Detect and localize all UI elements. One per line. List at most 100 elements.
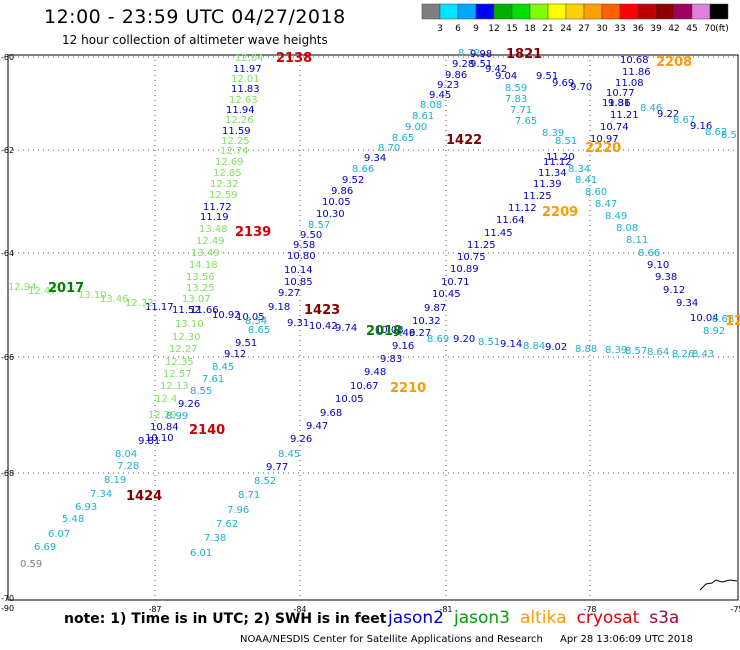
wave-height-value: 8.04: [115, 449, 137, 460]
wave-height-value: 8.72: [458, 48, 480, 59]
wave-height-value: 11.08: [615, 78, 644, 89]
wave-height-value: 8.62: [705, 127, 727, 138]
wave-height-value: 13.56: [186, 272, 215, 283]
wave-height-value: 9.86: [445, 70, 467, 81]
wave-height-value: 6.93: [75, 502, 97, 513]
wave-height-value: 9.28: [452, 59, 474, 70]
wave-height-value: 10.05: [236, 312, 265, 323]
wave-height-value: 8.60: [585, 187, 607, 198]
wave-height-value: 8.92: [703, 326, 725, 337]
lon-label: -75: [730, 605, 740, 614]
wave-height-value: 9.70: [570, 82, 592, 93]
wave-height-value: 8.52: [254, 476, 276, 487]
chart-subtitle: 12 hour collection of altimeter wave hei…: [62, 33, 328, 47]
wave-height-value: 5.48: [62, 514, 84, 525]
wave-height-value: 8.39: [542, 128, 564, 139]
wave-height-value: 11.94: [226, 105, 255, 116]
wave-height-value: 8.88: [575, 344, 597, 355]
wave-height-value: 8.66: [638, 248, 660, 259]
wave-height-value: 10.89: [450, 264, 479, 275]
wave-height-value: 8.41: [575, 175, 597, 186]
lat-label: -70: [1, 594, 14, 603]
wave-height-value: 12.69: [215, 157, 244, 168]
pass-time-label: 1424: [126, 489, 162, 504]
wave-height-value: 8.39: [605, 345, 627, 356]
wave-height-value: 9.34: [676, 298, 698, 309]
wave-height-value: 8.57: [625, 346, 647, 357]
pass-time-label: 2210: [390, 381, 426, 396]
wave-height-value: 12.35: [165, 357, 194, 368]
wave-height-value: 10.80: [287, 251, 316, 262]
pass-time-label: 2208: [656, 55, 692, 70]
wave-height-value: 13.10: [78, 290, 107, 301]
lon-label: -90: [1, 604, 14, 613]
wave-height-value: 11.34: [538, 168, 567, 179]
wave-height-value: 11.86: [622, 67, 651, 78]
wave-height-value: 10.97: [590, 134, 619, 145]
wave-values: 12.0411.9712.0111.8312.6311.9412.2611.59…: [0, 0, 737, 570]
wave-height-value: 12.59: [209, 190, 238, 201]
pass-time-label: 2138: [276, 51, 312, 66]
wave-height-value: 9.52: [342, 175, 364, 186]
wave-height-value: 11.39: [533, 179, 562, 190]
wave-height-value: 8.19: [104, 475, 126, 486]
wave-height-value: 10.74: [600, 122, 629, 133]
wave-height-value: 9.83: [380, 354, 402, 365]
wave-height-value: 8.43: [692, 349, 714, 360]
wave-height-value: 7.38: [204, 533, 226, 544]
lon-label: -78: [583, 605, 596, 614]
wave-height-value: 12.29: [148, 410, 177, 421]
legend-jason3: jason3: [454, 608, 510, 628]
wave-height-value: 12.4: [155, 394, 177, 405]
wave-height-value: 10.45: [432, 289, 461, 300]
wave-height-value: 12.04: [235, 53, 264, 64]
wave-height-value: 10.71: [441, 277, 470, 288]
wave-height-value: 9.22: [657, 109, 679, 120]
lat-label: -64: [1, 249, 14, 258]
wave-height-value: 8.49: [605, 211, 627, 222]
coastline: [699, 579, 738, 591]
legend-cryosat: cryosat: [576, 608, 640, 628]
pass-labels: 2138 2139 2140 2017 1424 1423 1422 1821 2018 2208…: [48, 47, 740, 504]
wave-height-value: 8.70: [378, 143, 400, 154]
wave-height-value: 9.26: [290, 434, 312, 445]
wave-height-value: 9.02: [545, 342, 567, 353]
wave-height-value: 9.58: [293, 240, 315, 251]
wave-height-value: 8.99: [166, 411, 188, 422]
map-frame: [7, 54, 739, 601]
footer-timestamp: Apr 28 13:06:09 UTC 2018: [560, 634, 693, 645]
wave-height-value: 9.26: [178, 399, 200, 410]
wave-height-value: 13.46: [100, 294, 129, 305]
wave-height-value: 9.12: [663, 285, 685, 296]
lon-label: -84: [293, 605, 306, 614]
wave-height-value: 12.63: [229, 95, 258, 106]
wave-height-value: 11.52: [172, 305, 201, 316]
wave-height-value: 8.65: [392, 133, 414, 144]
wave-height-value: 7.61: [202, 374, 224, 385]
pass-time-label: 1821: [506, 47, 542, 62]
wave-height-value: 7.71: [510, 105, 532, 116]
wave-height-value: 12.32: [125, 298, 154, 309]
wave-height-value: 9.34: [364, 153, 386, 164]
wave-height-value: 8.51: [555, 136, 577, 147]
wave-height-value: 9.23: [437, 80, 459, 91]
wave-height-value: 13.07: [182, 294, 211, 305]
wave-height-value: 12.27: [169, 344, 198, 355]
wave-height-value: 9.46: [393, 328, 415, 339]
wave-height-value: 11.72: [203, 202, 232, 213]
wave-height-value: 10.30: [316, 209, 345, 220]
wave-height-value: 8.08: [420, 100, 442, 111]
wave-height-value: 12.47: [28, 286, 57, 297]
wave-height-value: 11.12: [543, 157, 572, 168]
wave-height-value: 9.16: [690, 121, 712, 132]
wave-height-value: 10.75: [457, 252, 486, 263]
footer-credit: NOAA/NESDIS Center for Satellite Applica…: [240, 634, 543, 645]
wave-height-value: 9.14: [500, 339, 522, 350]
satellite-legend: jason2 jason3 altika cryosat s3a: [388, 608, 689, 628]
wave-height-value: 10.67: [350, 381, 379, 392]
wave-height-value: 7.96: [227, 505, 249, 516]
wave-height-value: 6.69: [34, 542, 56, 553]
pass-time-label: 2139: [235, 225, 271, 240]
wave-height-value: 9.98: [470, 49, 492, 60]
wave-height-value: 7.62: [216, 519, 238, 530]
